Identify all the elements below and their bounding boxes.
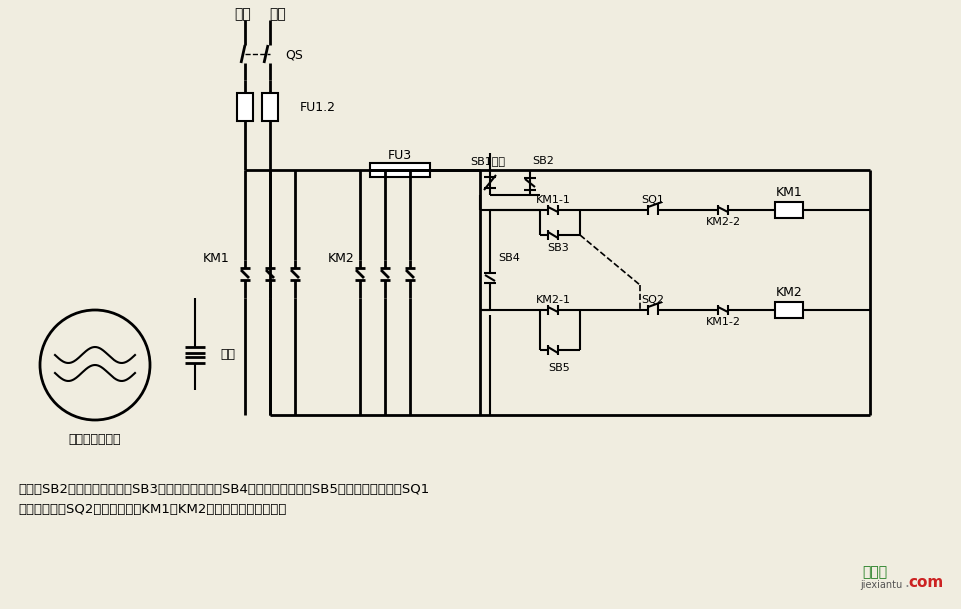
Text: SB5: SB5 bbox=[548, 363, 569, 373]
Text: KM2-1: KM2-1 bbox=[535, 295, 570, 305]
Text: com: com bbox=[907, 576, 943, 591]
Text: KM1-1: KM1-1 bbox=[535, 195, 570, 205]
Text: 单相电容电动机: 单相电容电动机 bbox=[68, 434, 121, 446]
Bar bbox=[370, 163, 430, 177]
Text: SB3: SB3 bbox=[547, 243, 568, 253]
Bar bbox=[236, 93, 253, 121]
Text: SQ2: SQ2 bbox=[641, 295, 664, 305]
Text: .: . bbox=[903, 576, 908, 591]
Text: SB1停止: SB1停止 bbox=[470, 156, 505, 166]
Text: KM1: KM1 bbox=[775, 186, 801, 200]
Text: 说明：SB2为上升启动按钮，SB3为上升点动按钮，SB4为下降启动按钮，SB5为下降点动按钮；SQ1: 说明：SB2为上升启动按钮，SB3为上升点动按钮，SB4为下降启动按钮，SB5为… bbox=[18, 484, 429, 496]
Text: KM2: KM2 bbox=[775, 286, 801, 300]
Bar bbox=[775, 302, 802, 318]
Bar bbox=[775, 202, 802, 218]
Text: KM1-2: KM1-2 bbox=[704, 317, 740, 327]
Text: SQ1: SQ1 bbox=[641, 195, 664, 205]
Bar bbox=[261, 93, 278, 121]
Text: SB2: SB2 bbox=[531, 156, 554, 166]
Text: 零线: 零线 bbox=[269, 7, 286, 21]
Text: KM1: KM1 bbox=[203, 252, 230, 264]
Text: KM2: KM2 bbox=[328, 252, 355, 264]
Text: 火线: 火线 bbox=[234, 7, 251, 21]
Text: SB4: SB4 bbox=[498, 253, 519, 263]
Text: KM2-2: KM2-2 bbox=[704, 217, 740, 227]
Text: QS: QS bbox=[284, 49, 303, 62]
Text: FU3: FU3 bbox=[387, 149, 411, 161]
Text: 电容: 电容 bbox=[220, 348, 234, 362]
Text: 接线图: 接线图 bbox=[861, 565, 886, 579]
Text: jiexiantu: jiexiantu bbox=[859, 580, 901, 590]
Text: 为最高限位，SQ2为最低限位。KM1、KM2可用中间继电器代替。: 为最高限位，SQ2为最低限位。KM1、KM2可用中间继电器代替。 bbox=[18, 504, 286, 516]
Text: FU1.2: FU1.2 bbox=[300, 100, 335, 113]
